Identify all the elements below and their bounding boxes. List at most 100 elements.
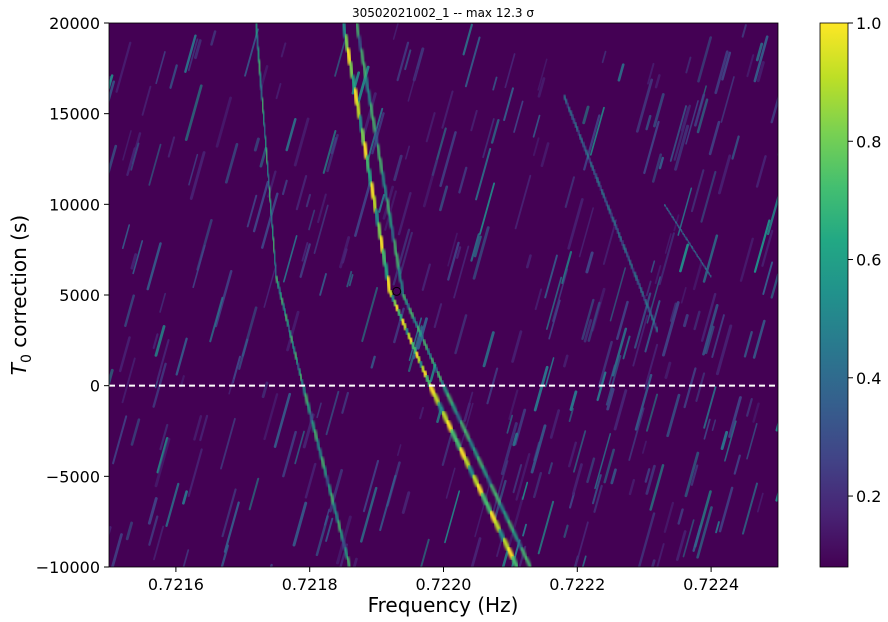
texture-streak xyxy=(791,133,795,148)
texture-streak xyxy=(641,440,647,454)
texture-streak xyxy=(585,251,594,274)
texture-streak xyxy=(568,492,576,509)
texture-streak xyxy=(569,390,578,411)
texture-streak xyxy=(583,114,601,171)
texture-streak xyxy=(685,56,692,74)
texture-streak xyxy=(189,151,206,200)
texture-streak xyxy=(743,331,753,358)
texture-streak xyxy=(692,524,702,552)
texture-streak xyxy=(238,338,249,370)
texture-streak xyxy=(789,81,794,98)
texture-streak xyxy=(563,524,569,538)
texture-streak xyxy=(586,457,596,484)
texture-streak xyxy=(148,143,162,186)
texture-streak xyxy=(711,419,717,431)
texture-streak xyxy=(109,75,112,87)
texture-streak xyxy=(508,389,519,420)
texture-streak xyxy=(362,459,380,513)
texture-streak xyxy=(581,555,587,567)
texture-streak xyxy=(666,393,681,438)
texture-streak xyxy=(537,500,555,555)
ridge-secondary xyxy=(270,224,275,241)
ridge-main-echo xyxy=(373,130,380,147)
texture-streak xyxy=(500,422,518,476)
ridge-main xyxy=(510,555,520,567)
x-tick-label: 0.7218 xyxy=(282,575,338,594)
texture-streak xyxy=(154,325,166,357)
texture-streak xyxy=(396,41,410,82)
texture-streak xyxy=(85,179,88,190)
ridge-main-echo xyxy=(515,538,524,551)
texture-streak xyxy=(616,300,629,340)
texture-streak xyxy=(540,142,550,168)
ridge-main xyxy=(343,34,351,53)
texture-streak xyxy=(530,424,547,474)
texture-streak xyxy=(184,34,197,73)
ridge-secondary xyxy=(271,237,276,254)
heatmap-background xyxy=(109,23,778,567)
y-axis: −10000 −5000 0 5000 10000 15000 20000 xyxy=(36,14,109,577)
texture-streak xyxy=(425,112,436,143)
ridge-secondary xyxy=(267,186,272,203)
texture-streak xyxy=(549,409,561,439)
texture-streak xyxy=(221,488,237,538)
texture-streak xyxy=(752,319,766,359)
texture-streak xyxy=(635,78,654,133)
texture-streak xyxy=(156,339,170,381)
texture-streak xyxy=(182,549,190,567)
ridge-secondary xyxy=(254,23,259,38)
ridge-main-echo xyxy=(380,171,387,188)
texture-streak xyxy=(57,328,60,338)
texture-streak xyxy=(704,325,715,355)
texture-streak xyxy=(674,124,690,171)
texture-streak xyxy=(286,310,300,352)
ridge-main xyxy=(380,248,388,267)
texture-streak xyxy=(544,254,558,299)
texture-streak xyxy=(503,87,514,121)
ridge-main-echo xyxy=(376,143,382,161)
texture-streak xyxy=(695,372,706,402)
texture-streak xyxy=(492,76,498,91)
ridge-main-echo xyxy=(450,402,459,415)
ridge-main-echo xyxy=(463,429,472,442)
texture-streak xyxy=(690,464,699,486)
texture-streak xyxy=(325,390,340,436)
texture-streak xyxy=(653,93,665,128)
texture-streak xyxy=(269,563,273,567)
texture-streak xyxy=(187,448,203,498)
y-axis-label-rest: correction (s) xyxy=(7,215,31,354)
texture-streak xyxy=(571,463,583,496)
texture-streak xyxy=(416,317,428,350)
texture-streak xyxy=(153,525,165,561)
texture-streak xyxy=(393,154,403,182)
texture-streak xyxy=(537,58,548,91)
ridge-main-echo xyxy=(364,75,370,93)
texture-streak xyxy=(682,519,695,558)
texture-streak xyxy=(470,233,480,262)
texture-streak xyxy=(692,262,703,291)
texture-streak xyxy=(685,100,699,145)
texture-streak xyxy=(152,333,159,350)
texture-streak xyxy=(74,496,85,537)
ridge-main-echo xyxy=(485,474,493,487)
ridge-main-echo xyxy=(502,510,511,524)
texture-streak xyxy=(281,179,288,196)
texture-streak xyxy=(282,430,297,478)
texture-streak xyxy=(392,23,399,40)
ridge-main-echo xyxy=(357,34,363,52)
texture-streak xyxy=(512,432,519,447)
ridge-main-echo xyxy=(359,48,366,66)
max-marker xyxy=(392,286,402,296)
texture-streak xyxy=(697,36,712,83)
texture-streak xyxy=(89,481,100,521)
texture-streak xyxy=(52,327,64,368)
ridge-main xyxy=(376,222,383,240)
texture-streak xyxy=(593,484,603,513)
texture-streak xyxy=(548,462,553,475)
texture-streak xyxy=(43,524,49,547)
texture-streak xyxy=(167,136,176,158)
texture-streak xyxy=(780,525,789,557)
texture-streak xyxy=(315,515,329,557)
texture-streak xyxy=(511,330,523,363)
chart-title: 30502021002_1 -- max 12.3 σ xyxy=(352,6,534,20)
